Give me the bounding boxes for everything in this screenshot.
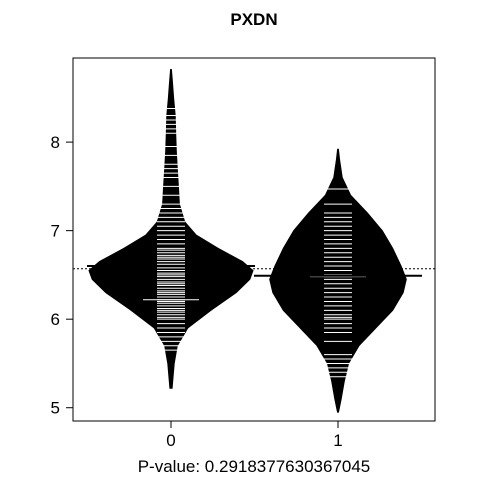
chart-title: PXDN <box>230 10 277 29</box>
plot-frame <box>72 57 436 422</box>
x-tick-label: 0 <box>166 431 175 450</box>
bean-1 <box>269 148 407 413</box>
y-tick-label: 5 <box>51 399 60 418</box>
plot-area: 5 6 7 8 0 1 <box>51 57 436 450</box>
x-tick-label: 1 <box>333 431 342 450</box>
y-tick-label: 8 <box>51 133 60 152</box>
y-tick-label: 7 <box>51 222 60 241</box>
bean-0 <box>88 69 254 389</box>
x-axis-label: P-value: 0.2918377630367045 <box>138 457 371 476</box>
y-tick-label: 6 <box>51 310 60 329</box>
